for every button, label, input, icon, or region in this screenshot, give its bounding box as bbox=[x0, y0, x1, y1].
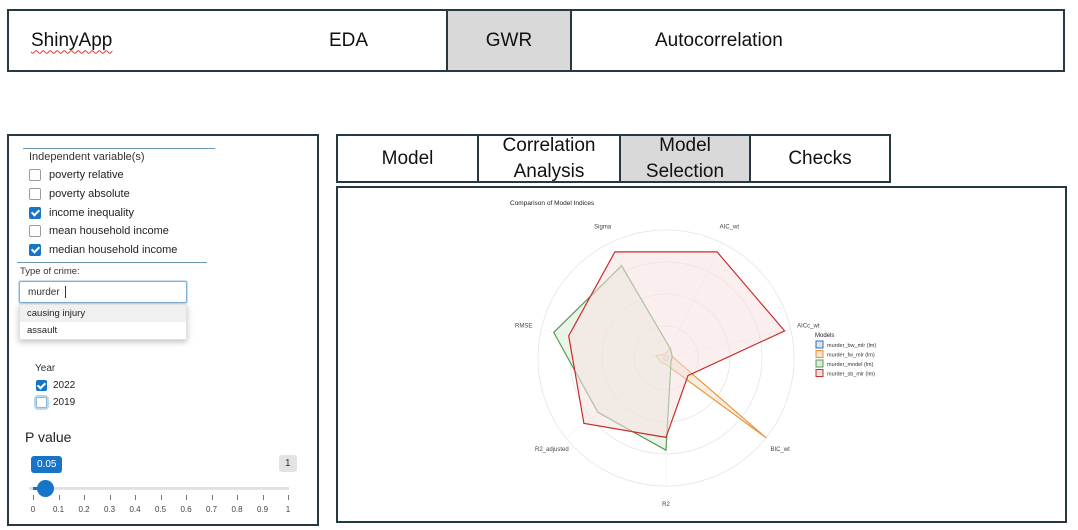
checkbox-box-checked[interactable] bbox=[29, 207, 41, 219]
slider-tick-label: 0.8 bbox=[231, 505, 243, 514]
radar-axis-label: AIC_wt bbox=[720, 224, 740, 230]
slider-tick-label: 0.1 bbox=[52, 505, 65, 514]
app-brand[interactable]: ShinyApp bbox=[31, 29, 113, 51]
slider-tick bbox=[58, 495, 60, 500]
checkbox-label: income inequality bbox=[49, 207, 134, 219]
independent-variables-label: Independent variable(s) bbox=[29, 151, 145, 163]
year-label: Year bbox=[35, 363, 56, 374]
slider-tick bbox=[186, 495, 187, 500]
checkbox-median-household-income[interactable]: median household income bbox=[29, 244, 177, 256]
divider bbox=[17, 262, 207, 263]
checkbox-box-checked[interactable] bbox=[29, 244, 41, 256]
tab-model[interactable]: Model bbox=[338, 136, 479, 181]
slider-tick-label: 0.3 bbox=[103, 505, 116, 514]
checkbox-box[interactable] bbox=[36, 397, 47, 408]
slider-track[interactable] bbox=[29, 487, 289, 490]
checkbox-mean-household-income[interactable]: mean household income bbox=[29, 225, 169, 237]
checkbox-year-2022[interactable]: 2022 bbox=[36, 380, 75, 391]
legend-swatch bbox=[815, 350, 824, 358]
radar-axis-label: RMSE bbox=[515, 324, 532, 330]
tab-correlation-analysis[interactable]: Correlation Analysis bbox=[479, 135, 621, 182]
checkbox-year-2019[interactable]: 2019 bbox=[36, 397, 75, 408]
slider-tick bbox=[160, 495, 162, 500]
tab-model-selection[interactable]: Model Selection bbox=[621, 135, 751, 182]
checkbox-poverty-absolute[interactable]: poverty absolute bbox=[29, 188, 130, 200]
dropdown-option[interactable]: assault bbox=[27, 325, 58, 336]
legend-entry: murder_sb_mlr (lm) bbox=[827, 372, 875, 378]
nav-item-eda[interactable]: EDA bbox=[329, 29, 369, 51]
top-navbar: ShinyApp EDA GWR Autocorrelation bbox=[7, 9, 1065, 72]
legend-swatch bbox=[815, 359, 824, 368]
radar-axis-label: AICc_wt bbox=[797, 324, 820, 330]
slider-tick bbox=[288, 495, 289, 500]
slider-tick-label: 0.9 bbox=[256, 505, 269, 514]
checkbox-label: 2019 bbox=[53, 397, 76, 408]
checkbox-income-inequality[interactable]: income inequality bbox=[29, 207, 134, 219]
slider-handle[interactable] bbox=[37, 480, 55, 497]
crime-type-select-input[interactable]: murder bbox=[19, 281, 187, 303]
checkbox-box[interactable] bbox=[29, 188, 41, 200]
slider-max-badge: 1 bbox=[279, 455, 297, 472]
checkbox-box[interactable] bbox=[29, 169, 41, 181]
slider-tick-label: 0.6 bbox=[180, 505, 192, 514]
slider-tick-label: 0.7 bbox=[205, 505, 218, 514]
radar-axis-label: R2 bbox=[662, 502, 670, 508]
plot-panel: Comparison of Model Indices Sigma AIC_wt AI… bbox=[336, 186, 1067, 523]
legend-entry: murder_bw_mlr (lm) bbox=[827, 343, 876, 349]
slider-tick-label: 0 bbox=[30, 505, 36, 514]
text-caret bbox=[64, 286, 66, 298]
checkbox-box[interactable] bbox=[29, 225, 41, 237]
model-tabbar: Model Correlation Analysis Model Selecti… bbox=[336, 134, 891, 183]
legend-title: Models bbox=[815, 333, 834, 339]
legend-entry: murder_fw_mlr (lm) bbox=[827, 353, 875, 359]
nav-item-gwr[interactable]: GWR bbox=[446, 11, 572, 70]
checkbox-label: median household income bbox=[49, 244, 178, 256]
checkbox-poverty-relative[interactable]: poverty relative bbox=[29, 169, 124, 181]
slider-tick-label: 1 bbox=[285, 505, 291, 514]
slider-tick bbox=[211, 495, 213, 500]
slider-tick-label: 0.5 bbox=[154, 505, 167, 514]
checkbox-box-checked[interactable] bbox=[36, 380, 47, 391]
slider-tick bbox=[33, 495, 34, 500]
checkbox-label: poverty absolute bbox=[49, 188, 130, 200]
crime-type-value: murder bbox=[28, 286, 60, 298]
pvalue-label: P value bbox=[25, 429, 72, 445]
chart-title: Comparison of Model Indices bbox=[510, 200, 595, 207]
checkbox-label: mean household income bbox=[49, 225, 169, 237]
crime-type-label: Type of crime: bbox=[20, 266, 80, 277]
dropdown-option[interactable]: causing injury bbox=[20, 305, 186, 322]
legend-swatch bbox=[815, 340, 824, 349]
checkbox-label: poverty relative bbox=[49, 169, 124, 181]
slider-tick-label: 0.2 bbox=[78, 505, 90, 514]
nav-item-autocorrelation[interactable]: Autocorrelation bbox=[655, 29, 783, 51]
slider-tick-label: 0.4 bbox=[129, 505, 141, 514]
divider bbox=[23, 148, 215, 149]
slider-tick bbox=[84, 495, 85, 500]
radar-axis-label: R2_adjusted bbox=[535, 447, 569, 453]
radar-chart: Comparison of Model Indices Sigma AIC_wt AI… bbox=[510, 200, 876, 508]
sidebar-panel: Independent variable(s) poverty relative… bbox=[7, 134, 319, 526]
slider-tick bbox=[109, 495, 111, 500]
radar-axis-label: BIC_wt bbox=[770, 447, 790, 453]
tab-checks[interactable]: Checks bbox=[788, 147, 852, 169]
slider-tick bbox=[237, 495, 238, 500]
slider-tick bbox=[135, 495, 136, 500]
legend-entry: murder_model (lm) bbox=[827, 362, 874, 368]
slider-value-badge: 0.05 bbox=[31, 456, 63, 473]
radar-axis-label: Sigma bbox=[594, 224, 612, 230]
checkbox-label: 2022 bbox=[53, 380, 76, 391]
legend-swatch bbox=[815, 369, 824, 377]
slider-tick bbox=[262, 495, 264, 500]
crime-type-dropdown: causing injury assault bbox=[19, 304, 187, 340]
radar-series-polygon bbox=[568, 251, 786, 439]
